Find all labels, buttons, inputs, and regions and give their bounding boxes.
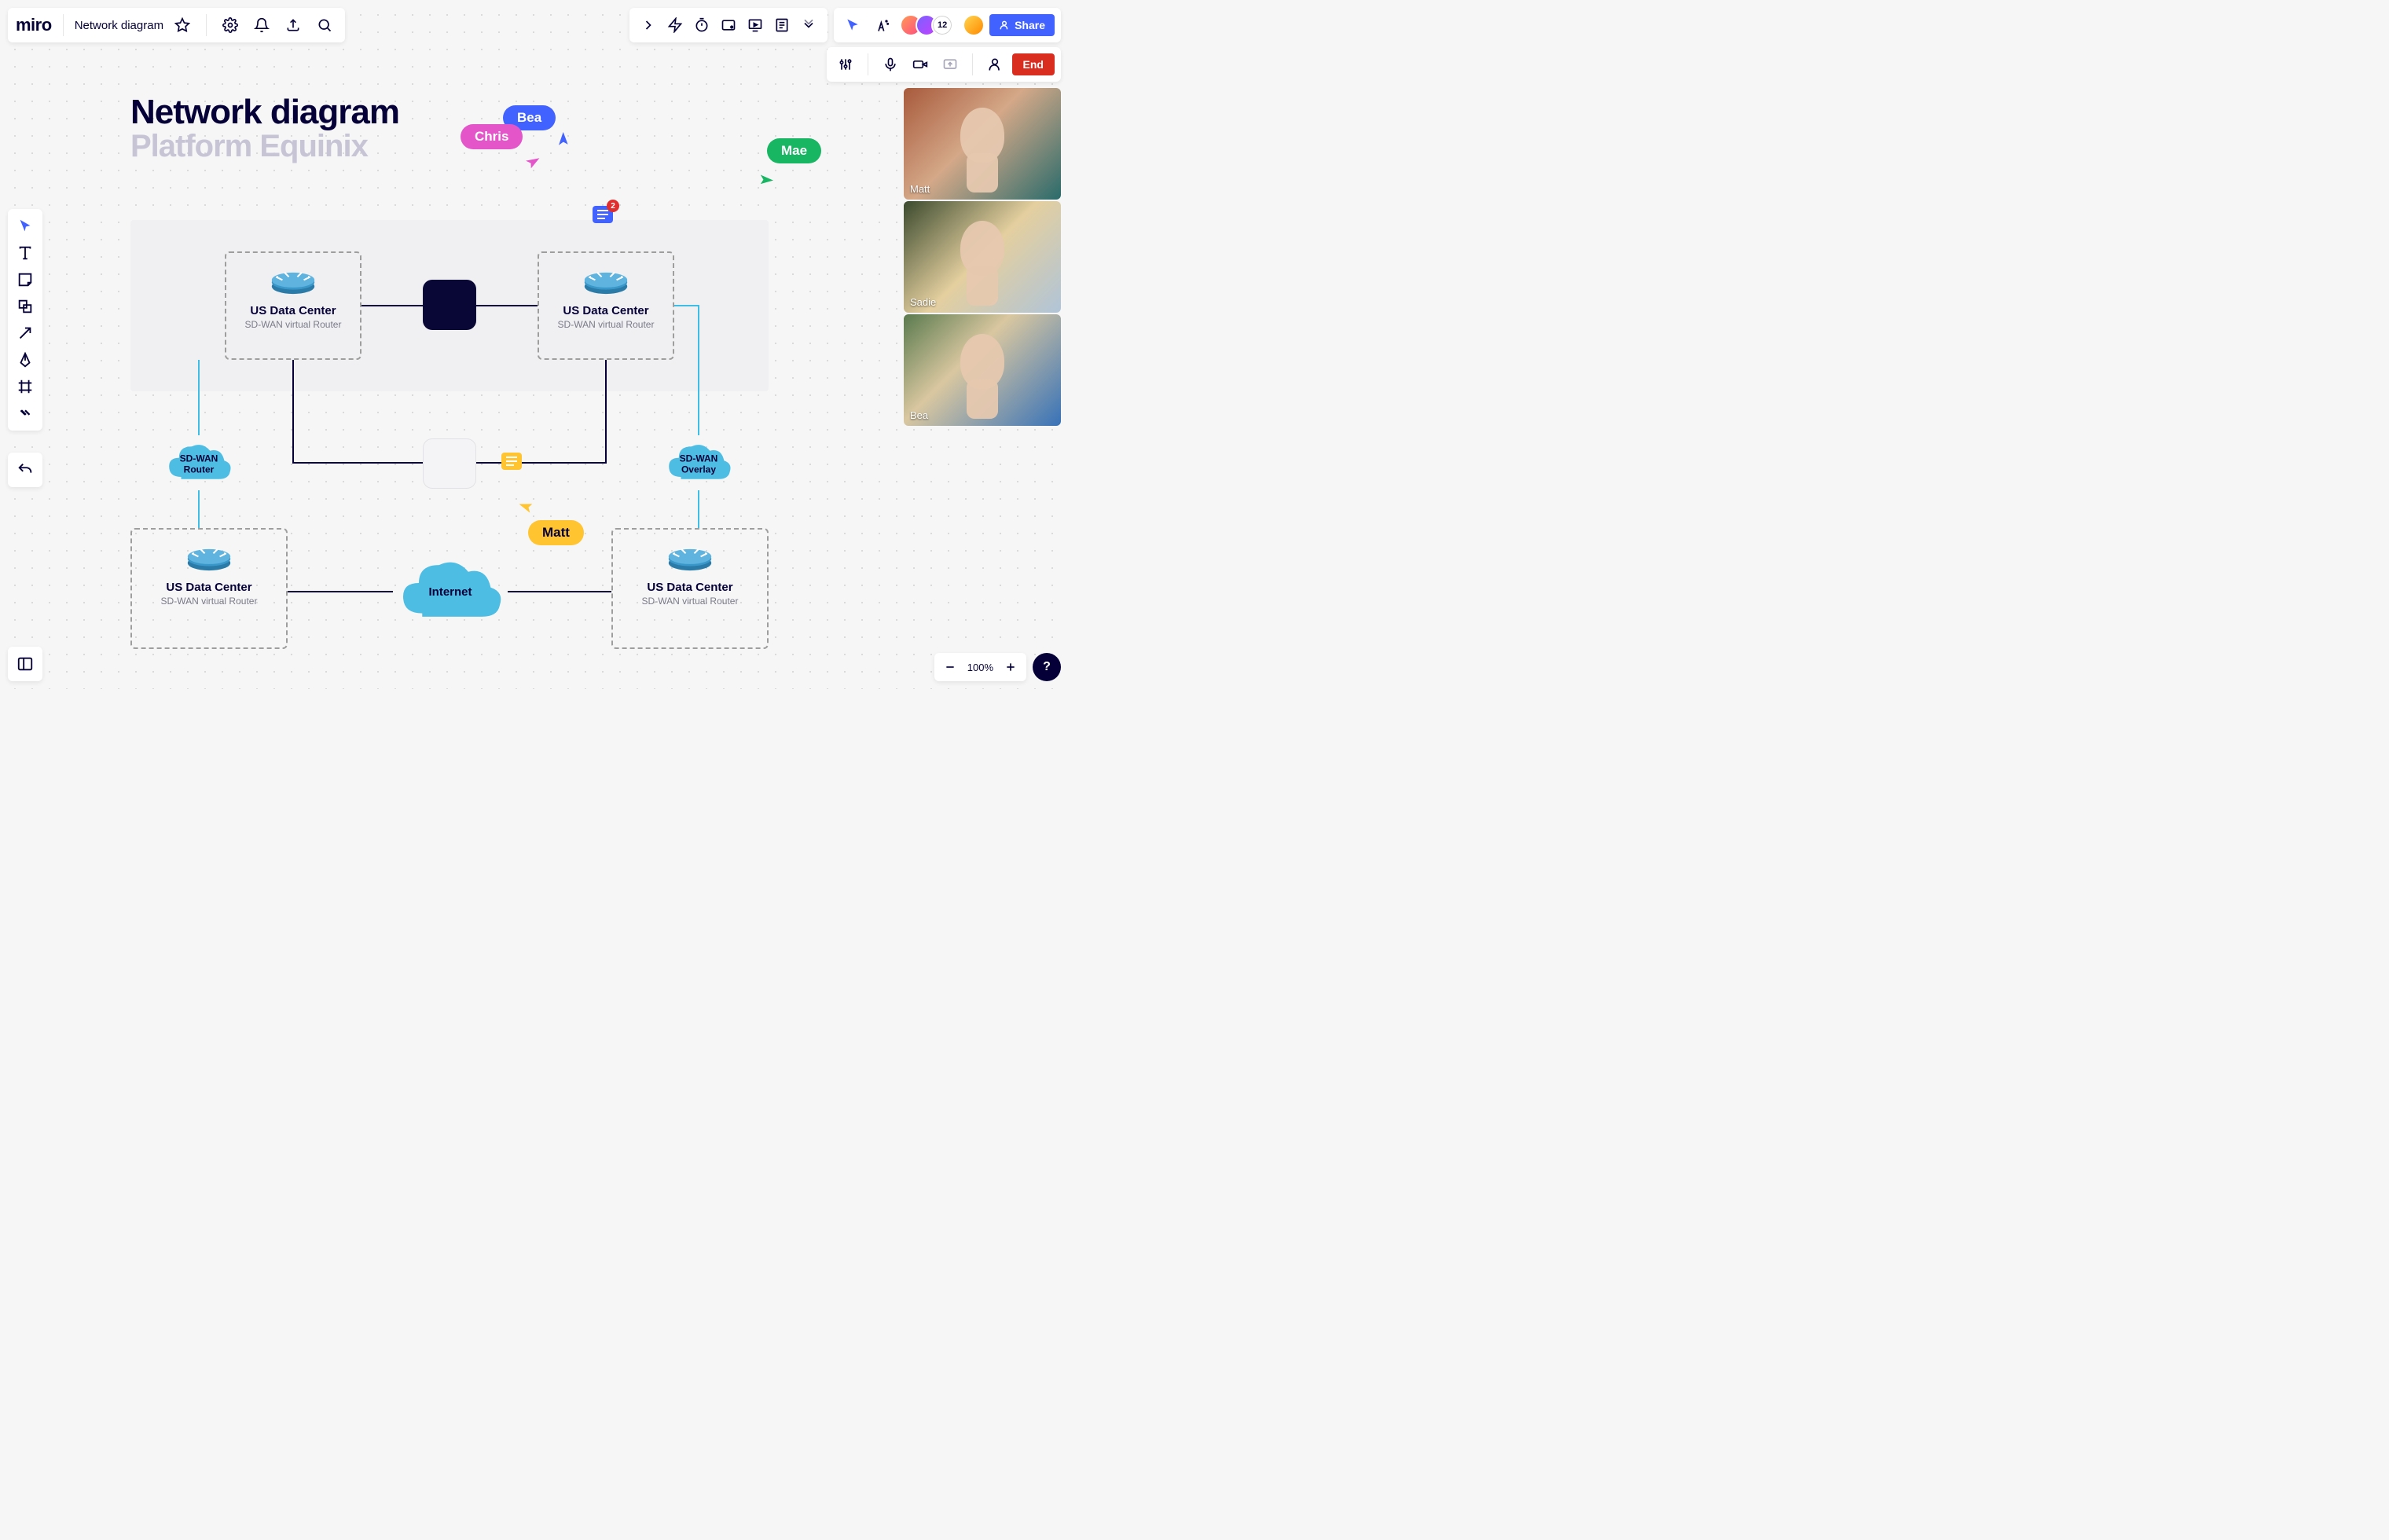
call-controls-box: End <box>827 47 1061 82</box>
collaborator-cursor-label: Matt <box>528 520 584 545</box>
bottom-right-cluster: 100% ? <box>934 653 1061 681</box>
chevron-right-icon[interactable] <box>636 13 661 38</box>
divider <box>972 53 973 75</box>
undo-box <box>8 453 42 487</box>
top-left-toolbar: miro Network diagram <box>8 8 345 42</box>
help-button[interactable]: ? <box>1033 653 1061 681</box>
comment-icon[interactable]: 2 <box>593 206 613 223</box>
collaborator-cursor-icon <box>555 132 572 149</box>
diagram-title[interactable]: Network diagram <box>130 93 399 132</box>
collab-toolbar: 12 Share <box>834 8 1061 42</box>
top-right-cluster: 12 Share <box>629 8 1061 42</box>
text-tool-icon[interactable] <box>13 240 38 266</box>
sliders-icon[interactable] <box>833 52 858 77</box>
frame-tool-icon[interactable] <box>13 374 38 399</box>
avatar-stack[interactable]: 12 <box>900 14 953 36</box>
divider <box>63 14 64 36</box>
pen-tool-icon[interactable] <box>13 347 38 372</box>
collaborator-cursor-icon <box>756 171 773 189</box>
bottom-left-panel <box>8 647 42 681</box>
diagram-node[interactable]: US Data CenterSD-WAN virtual Router <box>611 528 769 649</box>
shape-tool-icon[interactable] <box>13 294 38 319</box>
participant-name: Matt <box>910 183 930 195</box>
more-tools-icon[interactable] <box>13 401 38 426</box>
select-tool-icon[interactable] <box>13 214 38 239</box>
mic-icon[interactable] <box>878 52 903 77</box>
person-icon[interactable] <box>982 52 1007 77</box>
arrow-tool-icon[interactable] <box>13 321 38 346</box>
comment-count-badge: 2 <box>607 200 619 212</box>
divider <box>206 14 207 36</box>
diagram-cloud[interactable]: Internet <box>393 552 508 630</box>
panel-toggle-icon[interactable] <box>13 651 38 676</box>
end-call-button[interactable]: End <box>1012 53 1055 75</box>
comment-icon[interactable] <box>501 453 522 470</box>
miro-logo[interactable]: miro <box>16 15 52 35</box>
zoom-controls: 100% <box>934 653 1026 681</box>
collaborator-cursor-label: Mae <box>767 138 821 163</box>
diagram-node[interactable]: US Data CenterSD-WAN virtual Router <box>538 251 674 360</box>
collaborator-cursor-icon <box>523 154 541 171</box>
video-tile[interactable]: Bea <box>904 314 1061 426</box>
notes-icon[interactable] <box>769 13 794 38</box>
timer-icon[interactable] <box>689 13 714 38</box>
video-tile[interactable]: Matt <box>904 88 1061 200</box>
bolt-icon[interactable] <box>662 13 688 38</box>
video-participants: Matt Sadie Bea <box>904 88 1061 426</box>
diagram-node[interactable]: US Data CenterSD-WAN virtual Router <box>225 251 361 360</box>
avatar-overflow-count[interactable]: 12 <box>931 14 953 36</box>
card-icon[interactable] <box>716 13 741 38</box>
export-icon[interactable] <box>281 13 306 38</box>
participant-name: Sadie <box>910 296 936 308</box>
zoom-percent[interactable]: 100% <box>964 662 996 673</box>
participant-name: Bea <box>910 409 928 421</box>
diagram-subtitle[interactable]: Platform Equinix <box>130 129 368 164</box>
share-button-label: Share <box>1015 19 1045 31</box>
more-icon[interactable] <box>796 13 821 38</box>
sticky-note-tool-icon[interactable] <box>13 267 38 292</box>
share-button[interactable]: Share <box>989 14 1055 36</box>
collaborator-cursor-label: Chris <box>461 124 523 149</box>
screenshare-icon[interactable] <box>938 52 963 77</box>
bell-icon[interactable] <box>249 13 274 38</box>
search-icon[interactable] <box>312 13 337 38</box>
diagram-node[interactable]: US Data CenterSD-WAN virtual Router <box>130 528 288 649</box>
apps-toolbar <box>629 8 828 42</box>
presentation-icon[interactable] <box>743 13 768 38</box>
diagram-cloud[interactable]: SD-WAN Overlay <box>663 435 734 490</box>
undo-icon[interactable] <box>13 457 38 482</box>
avatar-self[interactable] <box>963 14 985 36</box>
reactions-icon[interactable] <box>870 13 895 38</box>
video-tile[interactable]: Sadie <box>904 201 1061 313</box>
star-icon[interactable] <box>170 13 195 38</box>
board-title[interactable]: Network diagram <box>75 19 163 32</box>
collaborator-cursor-icon <box>519 498 536 515</box>
camera-icon[interactable] <box>908 52 933 77</box>
zoom-out-button[interactable] <box>939 656 961 678</box>
settings-icon[interactable] <box>218 13 243 38</box>
left-toolbar <box>8 209 42 431</box>
cursor-icon[interactable] <box>840 13 865 38</box>
call-controls: End <box>827 47 1061 82</box>
zoom-in-button[interactable] <box>1000 656 1022 678</box>
diagram-cloud[interactable]: SD-WAN Router <box>163 435 234 490</box>
